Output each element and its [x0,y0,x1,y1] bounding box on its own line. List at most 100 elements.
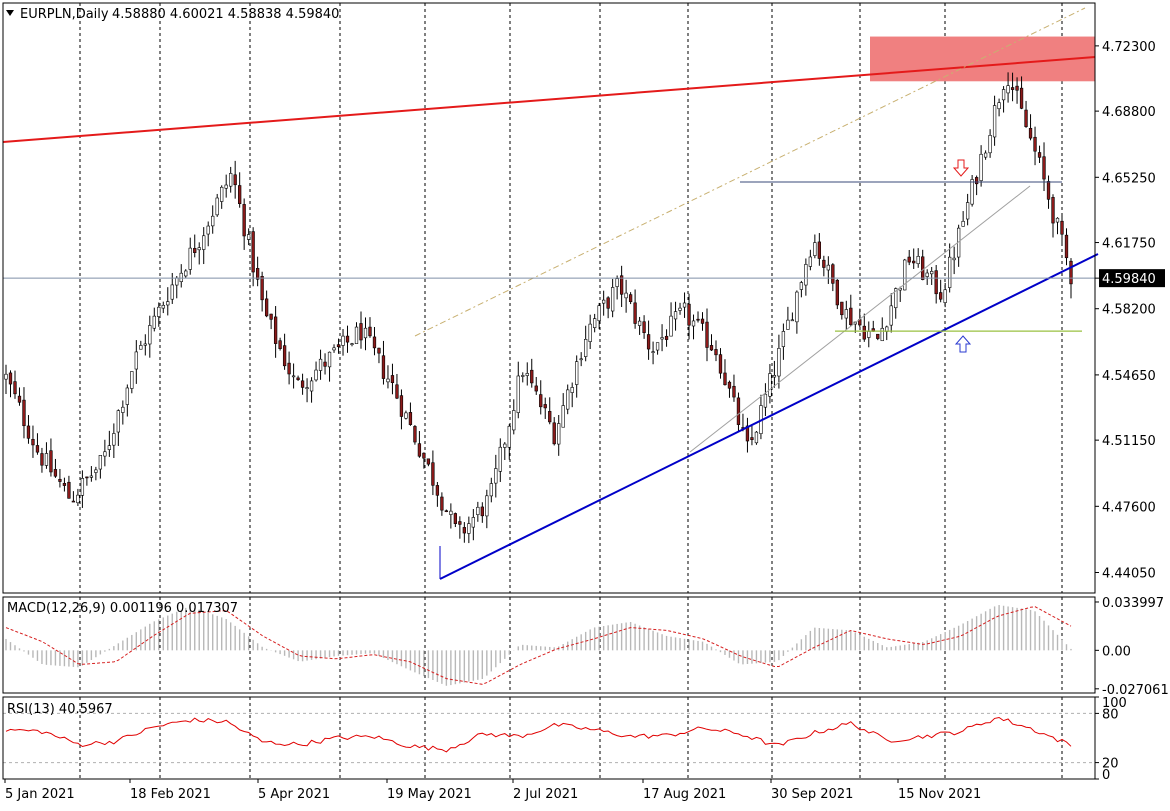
candle-body [206,225,210,235]
candle-body [983,152,988,158]
candle-body [188,247,192,270]
candle-body [71,500,76,503]
candle-body [849,307,853,326]
candle-body [584,339,588,357]
candle-body [354,326,359,344]
candle-body [615,278,619,287]
candle-body [637,320,642,326]
candle-body [85,476,89,479]
candle-body [444,510,449,512]
candle-body [282,345,287,367]
candle-body [13,381,17,395]
candle-body [494,468,498,484]
candle-body [408,412,413,425]
candle-body [781,331,786,347]
candle-body [921,256,925,280]
candle-body [94,469,98,473]
candle-body [916,256,920,265]
candle-body [507,425,511,448]
candle-body [264,298,269,317]
candle-body [965,202,970,220]
candle-body [925,272,929,277]
candle-body [386,378,390,383]
candle-body [1060,220,1064,235]
candle-body [220,186,224,202]
candle-body [669,315,673,337]
candle-body [525,373,529,376]
candle-body [116,410,120,433]
macd-panel [5,605,1072,686]
rsi-axis-label: 0 [1102,768,1110,783]
candle-body [377,347,381,354]
candle-body [575,361,579,385]
candle-body [651,351,655,353]
panel-frame-2 [2,696,1096,780]
candle-body [125,387,129,405]
candle-body [646,334,651,350]
candle-body [179,272,183,282]
candle-body [903,259,907,291]
candle-body [952,257,956,261]
candle-body [372,336,377,349]
date-axis-label: 18 Feb 2021 [130,787,211,802]
candle-body [624,292,628,299]
candle-body [1033,136,1037,152]
candle-body [480,506,484,517]
candle-body [80,478,85,496]
candle-body [112,433,116,446]
candle-body [673,311,678,320]
candle-body [664,335,669,340]
candle-body [619,275,624,295]
candle-body [1055,217,1060,223]
candle-body [974,177,979,185]
candle-body [1042,156,1046,180]
candle-body [161,304,165,309]
candle-body [44,453,49,466]
candle-body [134,351,138,370]
candle-body [345,335,350,343]
candle-body [943,289,947,303]
candle-body [606,297,610,309]
candle-body [107,445,112,450]
candle-body [705,321,709,348]
candle-body [193,248,197,253]
price-axis-label: 4.44050 [1102,566,1156,581]
candle-body [260,276,264,301]
candle-body [894,288,898,309]
candle-body [1006,85,1010,94]
candle-body [40,453,44,466]
candle-body [229,173,233,187]
candle-body [489,483,493,497]
candle-body [417,443,422,457]
trend-lines [2,7,1099,580]
candle-body [31,438,35,446]
candle-body [934,270,938,295]
candle-body [588,323,592,342]
candle-body [817,241,821,259]
resistance-trendline [2,56,1096,143]
rsi-axis-label: 80 [1102,707,1119,722]
candle-body [35,445,40,453]
candle-body [152,315,156,329]
candle-body [633,302,637,324]
candle-body [431,462,435,486]
panel-frames [2,2,1096,780]
candle-body [273,316,278,344]
dropdown-triangle-icon [6,10,14,16]
candle-body [215,197,219,216]
candle-body [840,301,844,316]
candle-body [566,389,570,410]
candle-body [628,294,633,303]
macd-axis-label: 0.00 [1102,644,1131,659]
candle-body [992,105,997,138]
candle-body [395,384,399,399]
candle-body [889,305,893,326]
candle-body [381,355,386,379]
candle-body [1019,87,1024,109]
candle-body [22,399,26,427]
candle-body [323,361,327,367]
candle-body [808,256,813,267]
candle-body [655,342,660,351]
